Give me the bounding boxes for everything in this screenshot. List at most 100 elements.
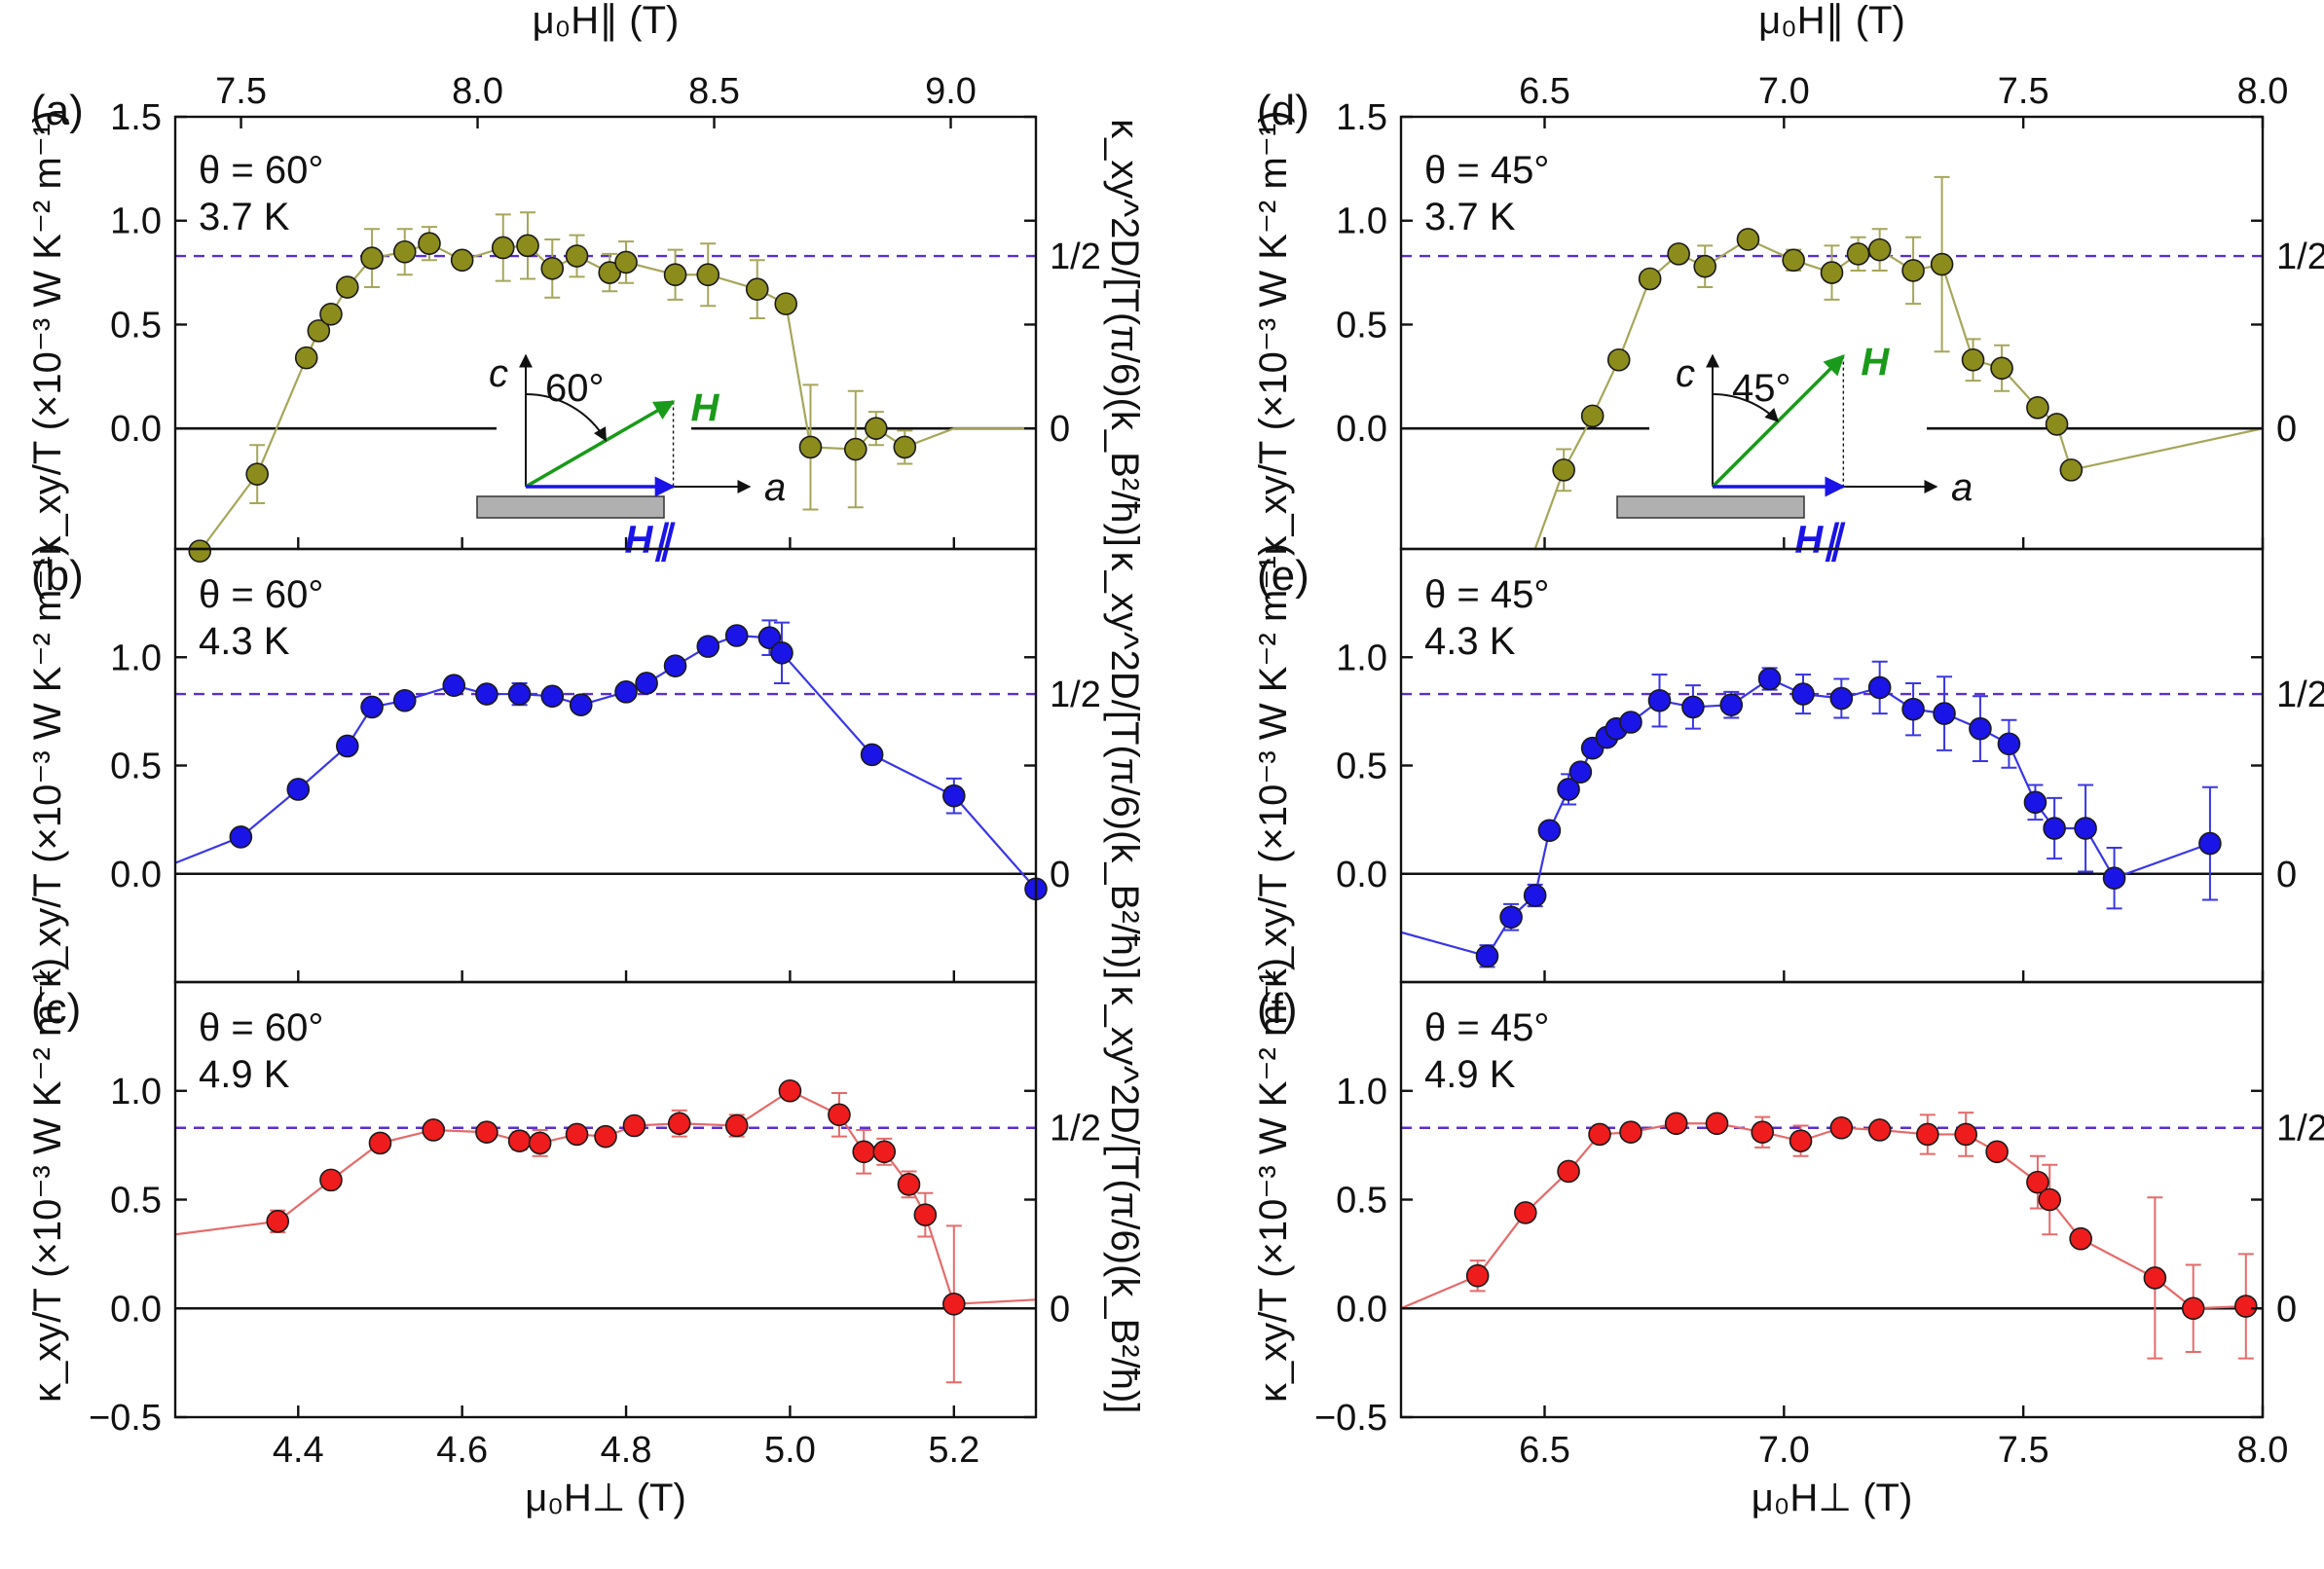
data-point [745,277,769,301]
data-point [2038,1187,2062,1212]
data-point [1933,702,1956,725]
data-point [770,640,793,665]
data-point [2026,1170,2049,1194]
data-point [1647,688,1672,712]
y-tick-label: 0.0 [1336,409,1387,450]
h-field-label: H [1861,342,1890,384]
data-point [2102,866,2126,891]
data-point [1619,711,1642,734]
data-point [1789,1129,1813,1152]
data-point [1523,884,1547,907]
data-point [897,1173,921,1196]
plot-root: 0.00.51.01.51/207.5 8.0 8.5 9.0(a)θ = 60°3.… [26,0,2324,1519]
temperature-annotation: 3.7 K [199,196,290,238]
data-point [1867,675,1892,700]
h-parallel-label: H∥ [625,519,677,563]
y-axis-title: κ_xy/T (×10⁻³ W K⁻² m⁻¹) [1252,110,1295,555]
data-point [507,682,532,706]
panel-letter: (a) [31,87,84,134]
data-point [872,1140,897,1164]
data-point [2069,1226,2092,1251]
data-point [1588,1122,1611,1147]
y-axis-title: κ_xy/T (×10⁻³ W K⁻² m⁻¹) [26,543,69,988]
data-point [1829,686,1854,711]
right-tick-label-zero: 0 [2276,855,2297,895]
data-point [2181,1296,2205,1321]
geometry-inset: 45° c a H H∥ [1616,342,1973,563]
plot-area [1401,175,2263,549]
y-tick-label: 1.0 [1336,638,1387,678]
data-point [860,743,884,767]
data-point [1638,267,1662,291]
temperature-annotation: 4.3 K [1424,620,1516,663]
data-point [828,1103,851,1127]
data-point [1664,1112,1688,1136]
data-point [540,257,565,280]
data-point [598,261,622,284]
data-point [942,784,966,808]
x2-tick-label: 7.5 [215,71,267,112]
data-point [245,462,269,486]
data-point [2045,413,2069,436]
y-tick-label: 0.5 [1336,1181,1387,1222]
data-point [475,1120,498,1145]
right-tick-label-half: 1/2 [2276,675,2324,715]
y-tick-label: 0.5 [1336,305,1387,346]
panel-letter: (e) [1257,552,1310,600]
data-point [335,734,359,758]
data-point [507,1129,532,1152]
data-point [1514,1201,1537,1224]
data-point [1846,242,1870,266]
series-line [175,634,1036,891]
panel-a: 0.0 0.5 1.0 1.5 1/2 0 7.5 8.0 8.5 9.0 (a) θ = 60°3.… [26,71,1146,563]
y-tick-label: 1.0 [110,638,162,678]
data-point [418,232,441,256]
data-point [852,1140,876,1164]
data-point [942,1292,966,1316]
data-point [569,693,593,717]
h-field-label: H [691,387,720,430]
y-tick-label: 0.5 [110,747,162,787]
data-point [1990,356,2013,381]
x-tick-label: 7.0 [1758,1430,1810,1471]
x-tick-label: 4.8 [601,1430,652,1471]
data-point [843,437,867,461]
x-tick-label: 4.4 [273,1430,324,1471]
y-tick-label: 0.5 [110,305,162,346]
data-point [1580,404,1605,428]
x-axis-title-left: μ₀H⊥ (T) [525,1477,686,1519]
temperature-annotation: 3.7 K [1424,196,1516,238]
y-tick-label: 1.5 [110,97,162,138]
y-tick-label: 1.0 [110,1072,162,1113]
y-tick-label: 0.5 [1336,747,1387,787]
data-point [1901,697,1925,721]
data-point [1568,760,1593,784]
data-point [1782,248,1805,273]
panel-d: 0.0 0.5 1.0 1.5 1/2 0 6.5 7.0 7.5 8.0 (d) θ = 45°3.… [1252,71,2324,563]
right-tick-label-zero: 0 [2276,1289,2297,1330]
data-point [565,244,589,268]
data-point [1619,1120,1642,1145]
c-axis-label: c [489,352,508,395]
data-point [1705,1112,1729,1136]
data-point [614,250,638,274]
data-point [1751,1120,1775,1145]
data-point [368,1131,392,1155]
y-tick-label: 0.0 [110,1289,162,1330]
data-point [724,624,749,647]
angle-arc [1712,393,1780,422]
right-tick-label-zero: 0 [1050,409,1070,450]
data-point [1954,1122,1977,1147]
angle-label: 45° [1732,367,1791,410]
data-point [1985,1140,2009,1164]
y-tick-label: 0.5 [110,1181,162,1222]
y2-axis-title: κ_xy^2D/[T(π/6)(k_B²/ħ)] [1103,986,1146,1414]
data-point [2143,1266,2167,1290]
data-point [2023,790,2047,815]
y2-axis-title: κ_xy^2D/[T(π/6)(k_B²/ħ)] [1103,119,1146,547]
data-point [2198,831,2222,856]
data-point [1681,695,1705,719]
a-axis-label: a [764,466,786,509]
data-point [294,346,318,370]
